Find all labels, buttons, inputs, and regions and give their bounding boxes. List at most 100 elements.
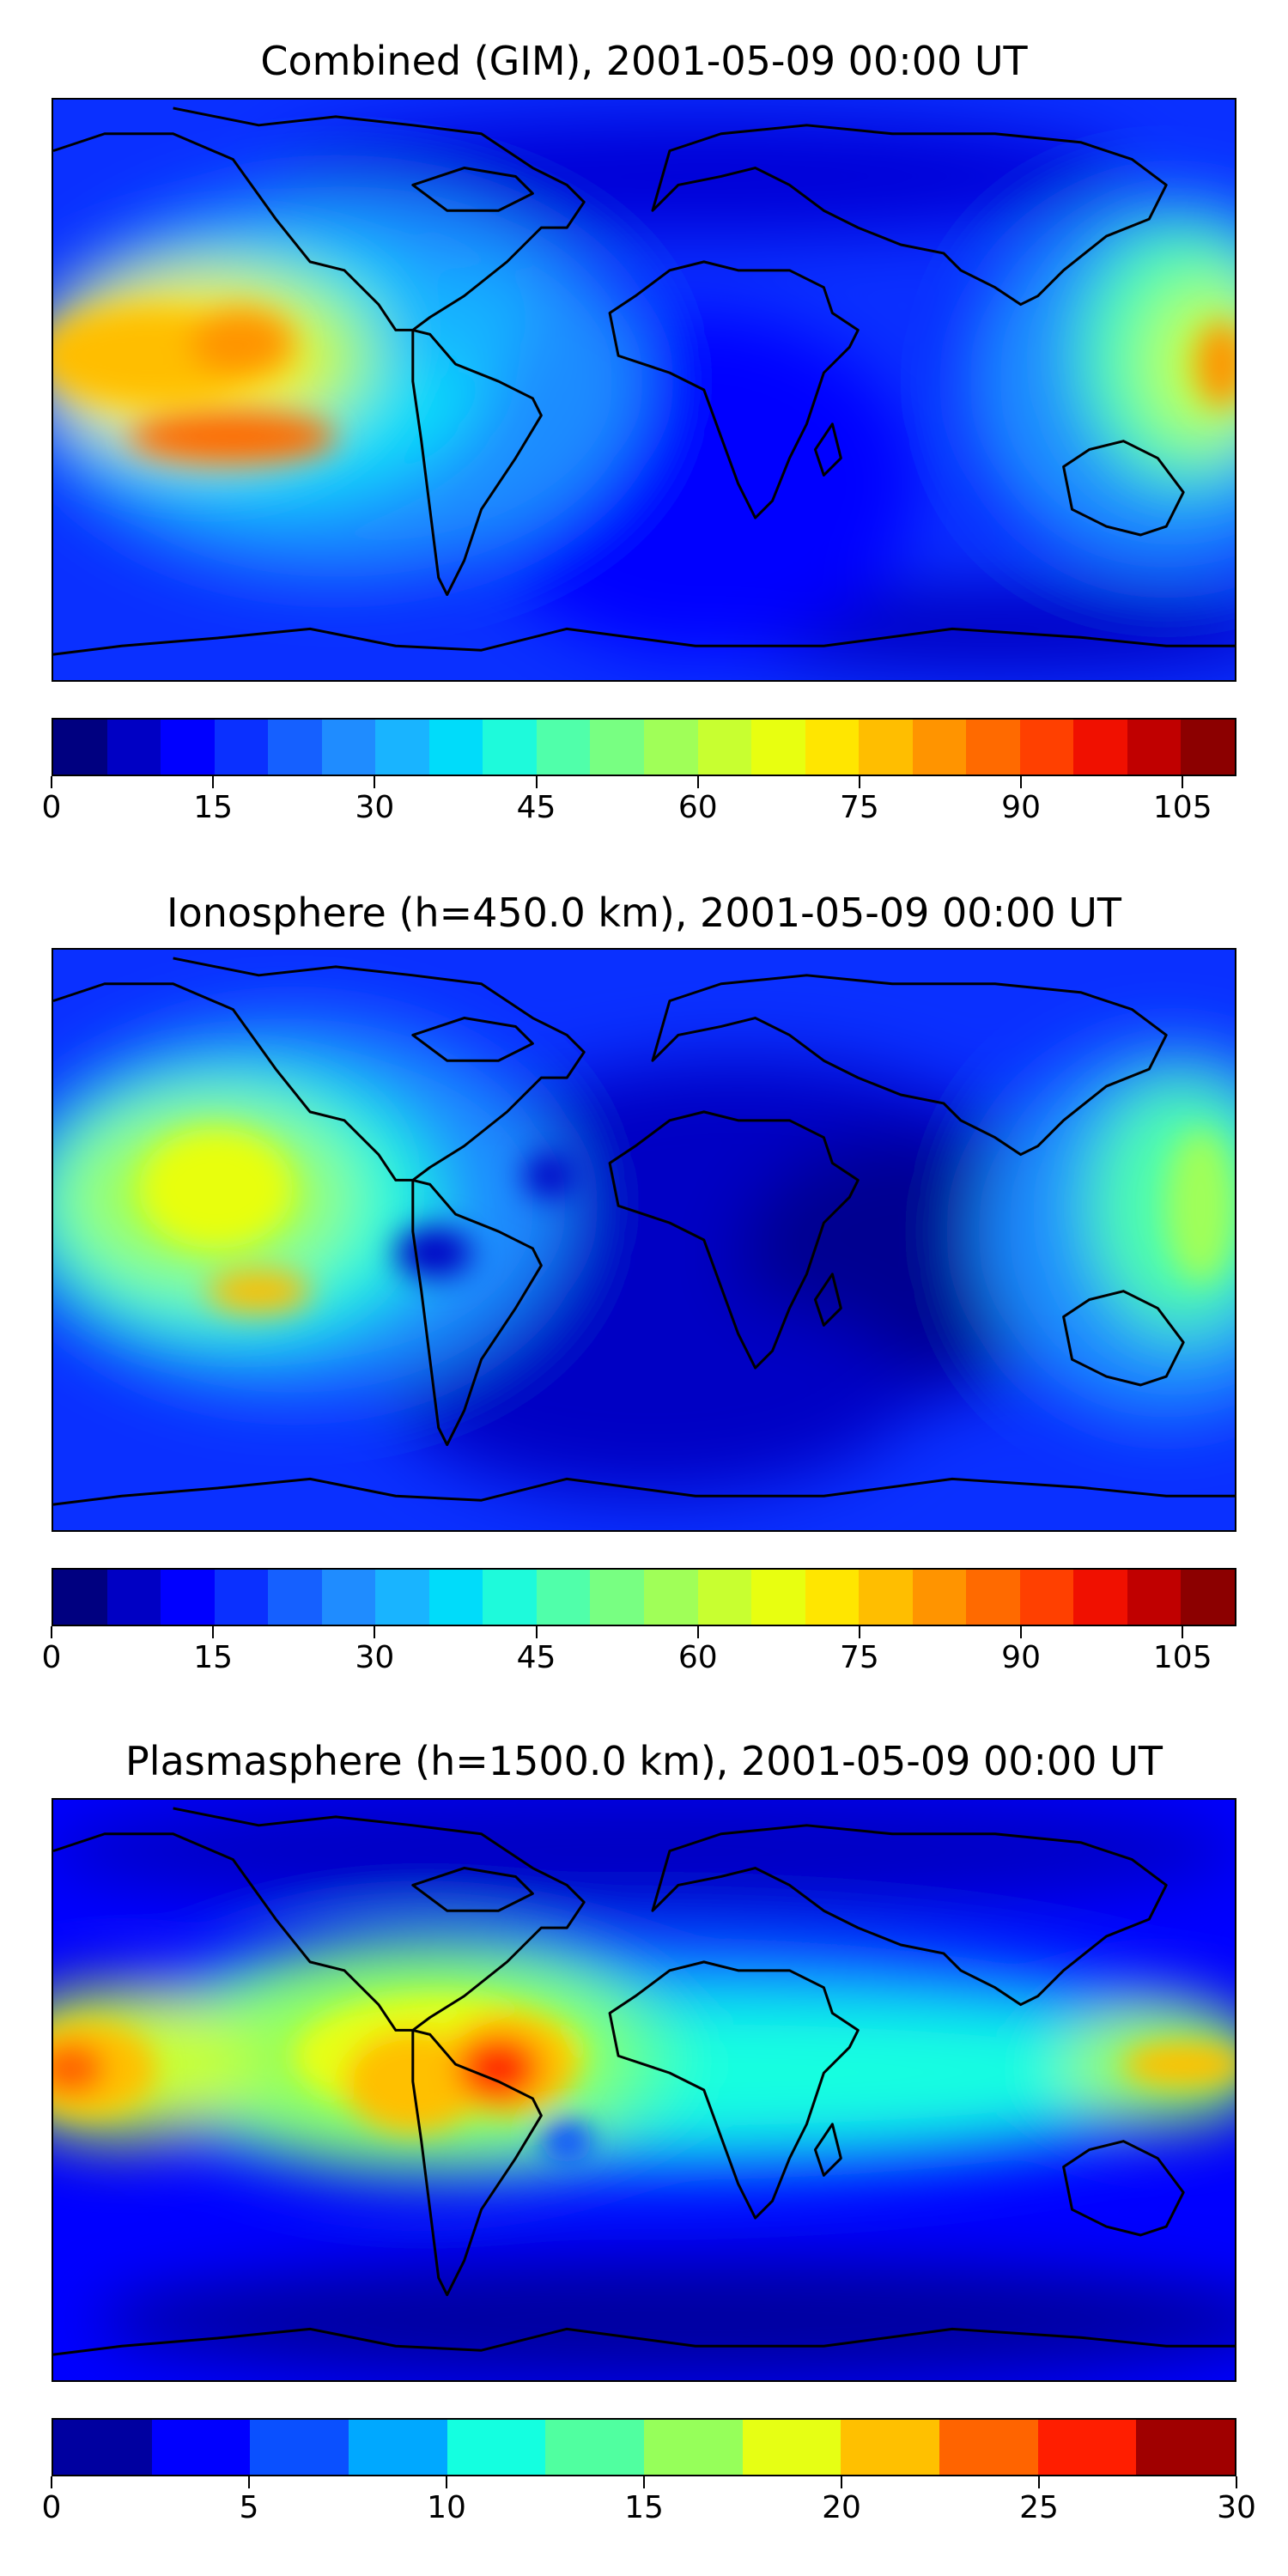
colorbar-segment xyxy=(151,2420,251,2475)
colorbar-segment xyxy=(161,1570,215,1625)
colorbar-segment xyxy=(590,1570,645,1625)
colorbar-segment xyxy=(805,1570,860,1625)
coastline-combined xyxy=(53,106,1235,656)
colorbar-segment xyxy=(268,720,322,775)
colorbar-tick xyxy=(212,776,215,788)
colorbar-tick xyxy=(1236,2476,1237,2488)
map-combined-field xyxy=(53,100,1235,680)
colorbar-segment xyxy=(590,720,645,775)
colorbar-segment xyxy=(1181,1570,1235,1625)
colorbar-tick xyxy=(51,2476,52,2488)
colorbar-segment xyxy=(53,2420,152,2475)
colorbar-tick-label: 60 xyxy=(677,790,718,825)
map-plasmasphere xyxy=(52,1798,1236,2382)
colorbar-segment xyxy=(321,1570,376,1625)
colorbar-tick-label: 0 xyxy=(41,790,62,825)
colorbar-tick xyxy=(535,776,538,788)
colorbar-tick-label: 75 xyxy=(840,790,879,825)
colorbar-segment xyxy=(214,720,269,775)
colorbar-segment xyxy=(545,2420,645,2475)
colorbar-tick-label: 105 xyxy=(1152,1640,1212,1675)
coastline-ionosphere xyxy=(53,957,1235,1506)
colorbar-segment xyxy=(106,720,161,775)
colorbar-tick-label: 15 xyxy=(193,790,234,825)
colorbar-segment xyxy=(536,1570,591,1625)
panel-title-plasmasphere: Plasmasphere (h=1500.0 km), 2001-05-09 0… xyxy=(125,1738,1163,1784)
colorbar-tick xyxy=(1020,1626,1023,1638)
colorbar-segment xyxy=(161,720,215,775)
coastline-plasmasphere xyxy=(53,1807,1235,2356)
colorbar-segment xyxy=(1136,2420,1235,2475)
colorbar-tick-label: 30 xyxy=(355,790,395,825)
colorbar-segment xyxy=(939,2420,1038,2475)
colorbar-tick xyxy=(248,2476,250,2488)
colorbar-tick xyxy=(1182,776,1184,788)
colorbar-segment xyxy=(697,1570,752,1625)
colorbar-segment xyxy=(751,1570,805,1625)
colorbar-tick xyxy=(1020,776,1023,788)
colorbar-segment xyxy=(751,720,805,775)
colorbar-segment xyxy=(53,720,107,775)
colorbar-segment xyxy=(966,1570,1020,1625)
colorbar-segment xyxy=(805,720,860,775)
colorbar-tick-label: 45 xyxy=(516,790,556,825)
colorbar-segment xyxy=(1127,720,1182,775)
colorbar-tick xyxy=(1038,2476,1040,2488)
colorbar-tick xyxy=(374,776,376,788)
colorbar-tick xyxy=(51,776,52,788)
colorbar-tick xyxy=(1182,1626,1184,1638)
colorbar-segment xyxy=(483,720,537,775)
colorbar-tick-label: 105 xyxy=(1152,790,1212,825)
colorbar-segment xyxy=(375,720,429,775)
colorbar-segment xyxy=(644,2420,743,2475)
colorbar-tick xyxy=(643,2476,645,2488)
colorbar-tick-label: 15 xyxy=(193,1640,234,1675)
colorbar-plasmasphere xyxy=(52,2418,1236,2476)
colorbar-tick xyxy=(696,1626,699,1638)
colorbar-tick xyxy=(535,1626,538,1638)
colorbar-tick-label: 90 xyxy=(1001,790,1041,825)
colorbar-segment xyxy=(697,720,752,775)
map-ionosphere xyxy=(52,948,1236,1532)
map-ionosphere-field xyxy=(53,950,1235,1530)
colorbar-tick xyxy=(212,1626,215,1638)
colorbar-segment xyxy=(53,1570,107,1625)
colorbar-tick-label: 90 xyxy=(1001,1640,1041,1675)
colorbar-segment xyxy=(1073,1570,1127,1625)
colorbar-segment xyxy=(1019,1570,1074,1625)
colorbar-segment xyxy=(1127,1570,1182,1625)
colorbar-tick-label: 30 xyxy=(355,1640,395,1675)
colorbar-segment xyxy=(483,1570,537,1625)
colorbar-segment xyxy=(644,1570,698,1625)
colorbar-tick xyxy=(696,776,699,788)
colorbar-segment xyxy=(859,1570,913,1625)
colorbar-tick xyxy=(858,776,860,788)
map-combined xyxy=(52,98,1236,682)
colorbar-tick-label: 60 xyxy=(677,1640,718,1675)
colorbar-tick xyxy=(841,2476,842,2488)
colorbar-segment xyxy=(859,720,913,775)
colorbar-segment xyxy=(106,1570,161,1625)
colorbar-tick-label: 75 xyxy=(840,1640,879,1675)
colorbar-segment xyxy=(912,720,967,775)
colorbar-segment xyxy=(1019,720,1074,775)
panel-title-ionosphere: Ionosphere (h=450.0 km), 2001-05-09 00:0… xyxy=(167,890,1121,936)
colorbar-tick-label: 45 xyxy=(516,1640,556,1675)
colorbar-tick-label: 10 xyxy=(427,2490,466,2525)
colorbar-segment xyxy=(966,720,1020,775)
colorbar-segment xyxy=(447,2420,546,2475)
colorbar-tick-label: 20 xyxy=(822,2490,861,2525)
colorbar-segment xyxy=(214,1570,269,1625)
colorbar-segment xyxy=(375,1570,429,1625)
colorbar-segment xyxy=(1073,720,1127,775)
colorbar-ionosphere xyxy=(52,1568,1236,1626)
colorbar-tick xyxy=(374,1626,376,1638)
colorbar-segment xyxy=(742,2420,841,2475)
colorbar-tick xyxy=(51,1626,52,1638)
map-plasmasphere-field xyxy=(53,1800,1235,2380)
colorbar-segment xyxy=(428,1570,483,1625)
colorbar-segment xyxy=(428,720,483,775)
colorbar-segment xyxy=(268,1570,322,1625)
colorbar-combined xyxy=(52,718,1236,776)
colorbar-tick-label: 0 xyxy=(41,2490,62,2525)
